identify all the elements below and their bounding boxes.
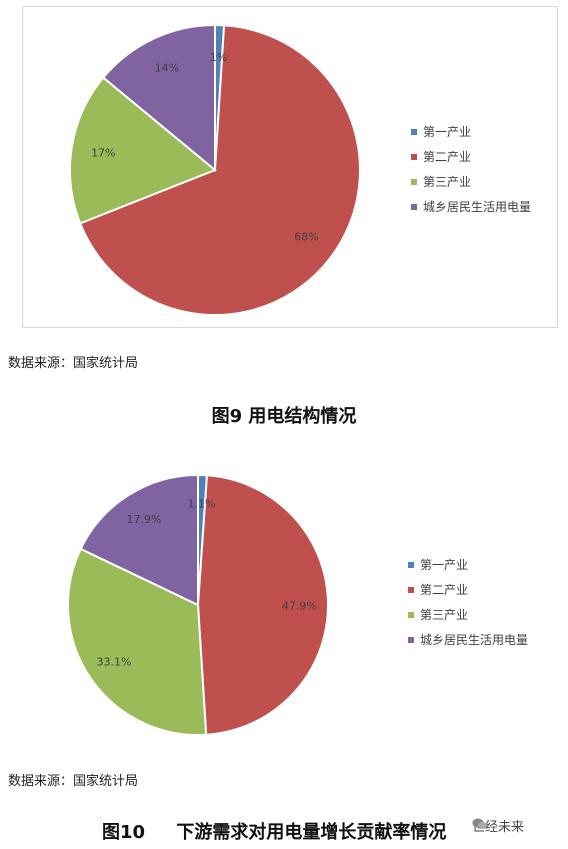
pie2-data-label-2: 33.1% xyxy=(96,656,131,669)
figure-caption-2: 图10 下游需求对用电量增长贡献率情况 xyxy=(102,822,447,843)
pie1-data-label-2: 17% xyxy=(91,146,115,159)
pie2-slice-3 xyxy=(79,473,199,607)
pie2-legend-swatch-2 xyxy=(408,611,414,618)
wechat-icon xyxy=(472,818,487,830)
pie2-legend-label-2: 第三产业 xyxy=(420,608,469,622)
pie2-legend-item-0: 第一产业 xyxy=(408,552,528,577)
pie1-legend-item-3: 城乡居民生活用电量 xyxy=(411,194,531,219)
wechat-watermark: 世经未来 xyxy=(472,816,524,835)
pie2-legend-label-1: 第二产业 xyxy=(420,583,469,597)
pie1-legend-swatch-3 xyxy=(411,203,417,210)
pie1-legend-label-1: 第二产业 xyxy=(423,150,472,164)
pie2-legend-label-0: 第一产业 xyxy=(420,558,469,572)
data-source-2: 数据来源：国家统计局 xyxy=(8,774,139,789)
pie1-legend-item-1: 第二产业 xyxy=(411,144,531,169)
pie2-data-label-0: 1.1% xyxy=(188,498,216,511)
pie2-legend-swatch-3 xyxy=(408,636,414,643)
legend-1: 第一产业第二产业第三产业城乡居民生活用电量 xyxy=(411,119,531,219)
pie1-data-label-3: 14% xyxy=(155,62,179,75)
figure-caption-1: 图9 用电结构情况 xyxy=(211,406,357,427)
pie1-legend-swatch-2 xyxy=(411,178,417,185)
pie2-legend-swatch-0 xyxy=(408,561,414,568)
pie2-data-label-3: 17.9% xyxy=(126,513,161,526)
pie1-slice-2 xyxy=(69,76,217,225)
pie-chart-2: 1.1% 47.9% 33.1% 17.9% xyxy=(67,473,329,736)
pie1-legend-item-0: 第一产业 xyxy=(411,119,531,144)
pie2-slice-1 xyxy=(196,474,329,736)
pie1-slice-1 xyxy=(78,24,361,316)
pie2-legend-label-3: 城乡居民生活用电量 xyxy=(420,633,529,647)
pie2-legend-item-2: 第三产业 xyxy=(408,602,528,627)
pie1-legend-label-0: 第一产业 xyxy=(423,125,472,139)
pie-chart-1: 1% 68% 17% 14% xyxy=(69,23,361,316)
pie2-legend-item-1: 第二产业 xyxy=(408,577,528,602)
legend-2: 第一产业第二产业第三产业城乡居民生活用电量 xyxy=(408,552,528,652)
data-source-1: 数据来源：国家统计局 xyxy=(8,356,139,371)
pie1-legend-item-2: 第三产业 xyxy=(411,169,531,194)
pie2-legend-item-3: 城乡居民生活用电量 xyxy=(408,627,528,652)
pie1-legend-label-3: 城乡居民生活用电量 xyxy=(423,200,532,214)
pie1-data-label-1: 68% xyxy=(294,230,318,243)
pie1-legend-label-2: 第三产业 xyxy=(423,175,472,189)
pie1-slice-3 xyxy=(101,23,216,173)
pie1-legend-swatch-1 xyxy=(411,153,417,160)
chart-frame-1: 1% 68% 17% 14% 第一产业第二产业第三产业城乡居民生活用电量 xyxy=(22,6,558,328)
pie1-data-label-0: 1% xyxy=(210,51,227,64)
pie2-legend-swatch-1 xyxy=(408,586,414,593)
pie2-slice-2 xyxy=(67,547,208,736)
pie1-legend-swatch-0 xyxy=(411,128,417,135)
chart-area-2: 1.1% 47.9% 33.1% 17.9% 第一产业第二产业第三产业城乡居民生活用电… xyxy=(0,460,568,760)
pie2-data-label-1: 47.9% xyxy=(282,599,317,612)
